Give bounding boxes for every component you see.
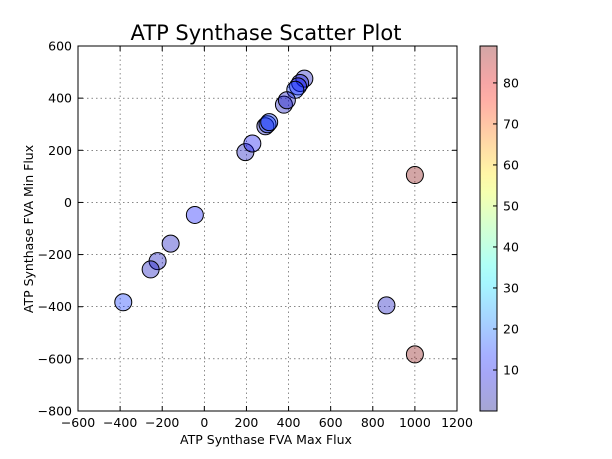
- y-axis-label: ATP Synthase FVA Min Flux: [21, 145, 36, 313]
- y-axis: −800 −600 −400 −200 0 200 400 600: [38, 39, 457, 419]
- data-points: [114, 69, 424, 364]
- x-tick-label: −200: [145, 415, 179, 430]
- colorbar-tick-label: 10: [503, 362, 519, 377]
- colorbar-frame: [479, 45, 498, 412]
- data-point: [277, 91, 296, 110]
- data-point: [185, 205, 204, 224]
- colorbar-tick-label: 20: [503, 321, 519, 336]
- grid: [78, 46, 457, 411]
- data-point: [377, 296, 396, 315]
- x-tick-label: −400: [103, 415, 137, 430]
- chart-title: ATP Synthase Scatter Plot: [131, 21, 402, 45]
- x-axis-label: ATP Synthase FVA Max Flux: [180, 432, 352, 447]
- plot-frame: [77, 45, 458, 412]
- y-tick-label: 600: [48, 39, 72, 54]
- colorbar-tick-label: 40: [503, 239, 519, 254]
- x-tick-label: 200: [235, 415, 259, 430]
- y-tick-label: −200: [38, 247, 72, 262]
- x-tick-label: 0: [200, 415, 208, 430]
- data-point: [114, 293, 133, 312]
- y-tick-label: −600: [38, 351, 72, 366]
- y-tick-label: 400: [48, 91, 72, 106]
- x-axis: −600 −400 −200 0 200 400 600 800 1000 1200: [61, 46, 473, 430]
- colorbar-tick-label: 70: [503, 116, 519, 131]
- x-tick-label: −600: [61, 415, 95, 430]
- colorbar-fill: [480, 46, 497, 411]
- x-tick-label: 1000: [399, 415, 431, 430]
- y-tick-label: 200: [48, 143, 72, 158]
- y-tick-label: 0: [64, 195, 72, 210]
- data-point: [405, 345, 424, 364]
- colorbar-tick-label: 30: [503, 280, 519, 295]
- x-tick-label: 600: [319, 415, 343, 430]
- data-point: [260, 113, 279, 132]
- y-tick-label: −400: [38, 299, 72, 314]
- data-point: [289, 77, 308, 96]
- x-tick-label: 400: [277, 415, 301, 430]
- y-tick-label: −800: [38, 404, 72, 419]
- data-point: [405, 166, 424, 185]
- colorbar: 10 20 30 40 50 60 70 80: [479, 45, 519, 412]
- data-point: [141, 260, 160, 279]
- data-point: [161, 234, 180, 253]
- colorbar-tick-label: 80: [503, 75, 519, 90]
- colorbar-tick-label: 50: [503, 198, 519, 213]
- x-tick-label: 800: [361, 415, 385, 430]
- data-point: [243, 134, 262, 153]
- x-tick-label: 1200: [441, 415, 473, 430]
- colorbar-tick-label: 60: [503, 157, 519, 172]
